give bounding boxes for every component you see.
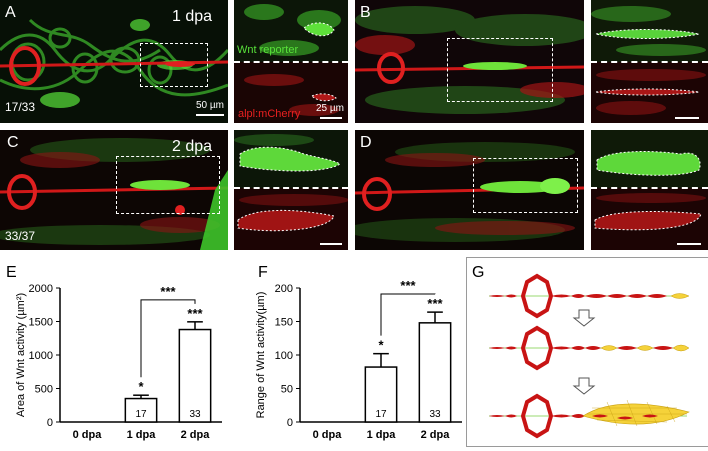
panel-g-label: G	[472, 264, 485, 281]
bar	[178, 328, 212, 423]
significance-label: *	[138, 379, 144, 394]
y-tick-label: 1000	[29, 350, 53, 362]
y-tick-label: 0	[47, 417, 53, 429]
panel-a-inset-scalebar	[320, 117, 342, 119]
panel-b-inset-divider	[591, 61, 708, 63]
panel-d-inset-micrograph	[591, 130, 708, 250]
significance-label: ***	[427, 296, 443, 311]
y-tick-label: 50	[281, 384, 293, 396]
panel-c-inset-scalebar	[320, 243, 342, 245]
y-tick-label: 0	[287, 417, 293, 429]
panel-d-inset-scalebar	[677, 243, 701, 245]
panel-c-stage: 2 dpa	[172, 138, 213, 155]
schematic-arrow-2	[572, 377, 596, 395]
panel-b-inset-micrograph	[591, 0, 708, 123]
y-axis-label: Area of Wnt activity (µm²)	[15, 293, 27, 417]
panel-c-inset-divider	[234, 187, 348, 189]
panel-a-inset-micrograph	[234, 0, 348, 123]
n-label: 17	[135, 409, 147, 420]
category-label: 0 dpa	[313, 429, 343, 441]
panel-c-inset-micrograph	[234, 130, 348, 250]
panel-g-schematic	[487, 274, 690, 438]
panel-g-box: G	[466, 257, 708, 447]
panel-d-inset-divider	[591, 187, 708, 189]
y-axis-label: Range of Wnt activity(µm)	[255, 292, 267, 419]
y-tick-label: 150	[275, 317, 293, 329]
y-tick-label: 500	[35, 384, 53, 396]
panel-a-inset-top-label: Wnt reporter	[237, 44, 299, 56]
panel-d-inset	[591, 130, 708, 250]
schematic-arrow-1	[572, 309, 596, 327]
schematic-row-3	[487, 394, 690, 438]
category-label: 0 dpa	[73, 429, 103, 441]
panel-d-micrograph	[355, 130, 584, 250]
panel-a-scalebar-label: 50 µm	[196, 100, 224, 111]
panel-a-scalebar	[196, 114, 224, 116]
panel-c-image: C 2 dpa 33/37	[0, 130, 228, 250]
panel-b-roi-box	[447, 38, 553, 102]
panel-e-label: E	[6, 264, 17, 281]
panel-b-micrograph	[355, 0, 584, 123]
category-label: 1 dpa	[367, 429, 397, 441]
y-tick-label: 2000	[29, 283, 53, 295]
significance-bracket	[140, 299, 196, 378]
panel-a-inset: Wnt reporter alpl:mCherry 25 µm	[234, 0, 348, 123]
bracket-label: ***	[400, 278, 416, 293]
panel-b-image: B	[355, 0, 584, 123]
panel-b-inset	[591, 0, 708, 123]
panel-c-label: C	[7, 134, 19, 151]
bar	[418, 322, 452, 423]
y-tick-label: 200	[275, 283, 293, 295]
panel-a-micrograph	[0, 0, 228, 123]
panel-d-image: D	[355, 130, 584, 250]
significance-label: ***	[187, 306, 203, 321]
schematic-row-2	[487, 326, 690, 370]
panel-a-inset-bottom-label: alpl:mCherry	[238, 108, 301, 120]
significance-bracket	[380, 293, 436, 336]
panel-a-count: 17/33	[5, 100, 36, 114]
bracket-label: ***	[160, 284, 176, 299]
panel-f-label: F	[258, 264, 268, 281]
panel-c-inset	[234, 130, 348, 250]
category-label: 2 dpa	[181, 429, 211, 441]
panel-b-label: B	[360, 4, 371, 21]
n-label: 33	[189, 409, 201, 420]
y-tick-label: 100	[275, 350, 293, 362]
y-tick-label: 1500	[29, 317, 53, 329]
panel-a-roi-box	[140, 43, 208, 87]
significance-label: *	[378, 338, 384, 353]
panel-c-count: 33/37	[5, 229, 36, 243]
panel-d-label: D	[360, 134, 372, 151]
panel-c-roi-box	[116, 156, 220, 214]
n-label: 33	[429, 409, 441, 420]
category-label: 1 dpa	[127, 429, 157, 441]
panel-a-label: A	[5, 4, 16, 21]
panel-a-stage: 1 dpa	[172, 8, 213, 25]
panel-a-inset-scalebar-label: 25 µm	[316, 103, 344, 114]
chart-f: 0 50 100 150 200 Range of Wnt activity(µm) 0 d…	[255, 278, 462, 441]
panel-b-inset-scalebar	[675, 117, 699, 119]
panel-a-image: A 1 dpa 17/33 50 µm	[0, 0, 228, 123]
panel-d-roi-box	[473, 158, 578, 213]
n-label: 17	[375, 409, 387, 420]
panel-a-inset-divider	[234, 61, 348, 63]
schematic-row-1	[487, 274, 690, 318]
category-label: 2 dpa	[421, 429, 451, 441]
